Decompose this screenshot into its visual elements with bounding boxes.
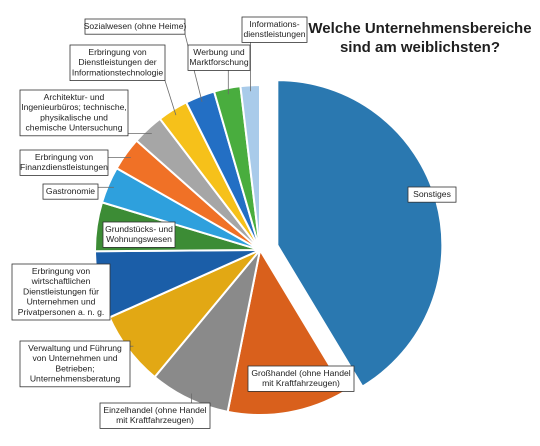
data-label-box <box>241 16 308 43</box>
data-label-line: Grundstücks- und <box>105 224 173 234</box>
data-label-line: Dienstleistungen der <box>78 57 156 67</box>
data-label-line: Sozialwesen (ohne Heime) <box>84 21 187 31</box>
data-label-box <box>19 89 129 137</box>
data-label-box <box>11 263 111 321</box>
data-label-box <box>102 221 176 248</box>
data-label-line: Privatpersonen a. n. g. <box>18 307 104 317</box>
data-label-einzelhandel-ohne-handel-mit-kraftfahrze: Einzelhandel (ohne Handel mit Kraftfahrze… <box>99 402 211 429</box>
data-label-line: Dienstleistungen für <box>23 286 99 296</box>
data-label-line: Erbringung von <box>32 266 91 276</box>
data-label-erbringung-von-dienstleistungen-der-info: Erbringung von Dienstleistungen der Inform… <box>69 44 166 81</box>
data-label-line: Unternehmensberatung <box>30 374 121 384</box>
data-label-box <box>247 365 355 392</box>
data-label-line: Sonstiges <box>413 189 451 199</box>
chart-title-line-1: Welche Unternehmensbereiche <box>308 20 531 37</box>
data-label-text: Erbringung von Dienstleistungen der Inform… <box>72 47 163 77</box>
data-label-line: mit Kraftfahrzeugen) <box>262 378 340 388</box>
leader-line-erbringung-von-dienstleistungen-der-info <box>164 80 177 116</box>
data-label-text: Einzelhandel (ohne Handel mit Kraftfahrze… <box>103 405 206 425</box>
data-label-line: Finanzdienstleistungen <box>20 162 108 172</box>
data-label-box <box>19 340 131 388</box>
data-label-line: Erbringung von <box>35 152 94 162</box>
data-label-line: physikalische und <box>40 112 108 122</box>
data-label-line: Großhandel (ohne Handel <box>251 368 350 378</box>
data-label-line: wirtschaftlichen <box>31 276 91 286</box>
chart-title-line-2: sind am weiblichsten? <box>340 39 500 56</box>
data-label-architektur-und-ingenieurbueros-technisc: Architektur- und Ingenieurbüros; technisc… <box>19 89 129 137</box>
data-label-line: Gastronomie <box>46 186 95 196</box>
data-label-line: Wohnungswesen <box>106 234 172 244</box>
data-label-grundstuecks-und-wohnungswesen: Grundstücks- und Wohnungswesen <box>102 221 176 248</box>
data-label-line: chemische Untersuchung <box>26 123 123 133</box>
data-label-box <box>19 149 109 176</box>
data-label-line: Werbung und <box>193 47 245 57</box>
data-label-text: Informations-dienstleistungen <box>243 19 305 39</box>
data-label-line: Einzelhandel (ohne Handel <box>103 405 206 415</box>
data-label-verwaltung-und-fuehrung-von-unternehmen-: Verwaltung und Führung von Unternehmen un… <box>19 340 131 388</box>
data-label-sonstiges: Sonstiges <box>407 186 457 203</box>
data-label-text: Verwaltung und Führung von Unternehmen un… <box>28 343 122 384</box>
data-label-line: Ingenieurbüros; technische, <box>21 102 127 112</box>
data-label-box <box>99 402 211 429</box>
data-label-line: Betrieben; <box>55 363 94 373</box>
data-label-box <box>407 186 457 203</box>
data-label-line: Marktforschung <box>189 57 248 67</box>
data-label-line: mit Kraftfahrzeugen) <box>116 415 194 425</box>
data-label-text: Großhandel (ohne Handel mit Kraftfahrzeug… <box>251 368 350 388</box>
data-label-text: Erbringung von wirtschaftlichen Dienstleis… <box>18 266 104 317</box>
data-label-erbringung-von-wirtschaftlichen-dienstle: Erbringung von wirtschaftlichen Dienstleis… <box>11 263 111 321</box>
data-label-line: Erbringung von <box>88 47 147 57</box>
data-label-line: Informations- <box>249 19 299 29</box>
data-label-sozialwesen-ohne-heime: Sozialwesen (ohne Heime) <box>84 18 187 35</box>
data-label-werbung-und-marktforschung: Werbung und Marktforschung <box>187 44 251 71</box>
data-label-line: Unternehmen und <box>27 297 96 307</box>
data-label-text: Erbringung von Finanzdienstleistungen <box>20 152 108 172</box>
data-label-box <box>187 44 251 71</box>
data-label-line: Informationstechnologie <box>72 67 163 77</box>
data-label-line: Architektur- und <box>44 92 105 102</box>
data-label-text: Sonstiges <box>413 189 451 199</box>
data-label-box <box>69 44 166 81</box>
data-label-box <box>84 18 186 35</box>
data-label-gastronomie: Gastronomie <box>42 183 99 200</box>
data-label-line: dienstleistungen <box>243 29 305 39</box>
data-label-erbringung-von-finanzdienstleistungen: Erbringung von Finanzdienstleistungen <box>19 149 109 176</box>
data-label-informationsdienstleistungen: Informations-dienstleistungen <box>241 16 308 43</box>
data-label-text: Werbung und Marktforschung <box>189 47 248 67</box>
data-label-text: Grundstücks- und Wohnungswesen <box>105 224 173 244</box>
data-label-text: Sozialwesen (ohne Heime) <box>84 21 187 31</box>
data-label-line: Verwaltung und Führung <box>28 343 122 353</box>
data-label-grosshandel-ohne-handel-mit-kraftfahrzeu: Großhandel (ohne Handel mit Kraftfahrzeug… <box>247 365 355 392</box>
data-label-line: von Unternehmen und <box>32 353 117 363</box>
data-label-text: Architektur- und Ingenieurbüros; technisc… <box>21 92 127 133</box>
data-label-box <box>42 183 99 200</box>
data-label-text: Gastronomie <box>46 186 95 196</box>
